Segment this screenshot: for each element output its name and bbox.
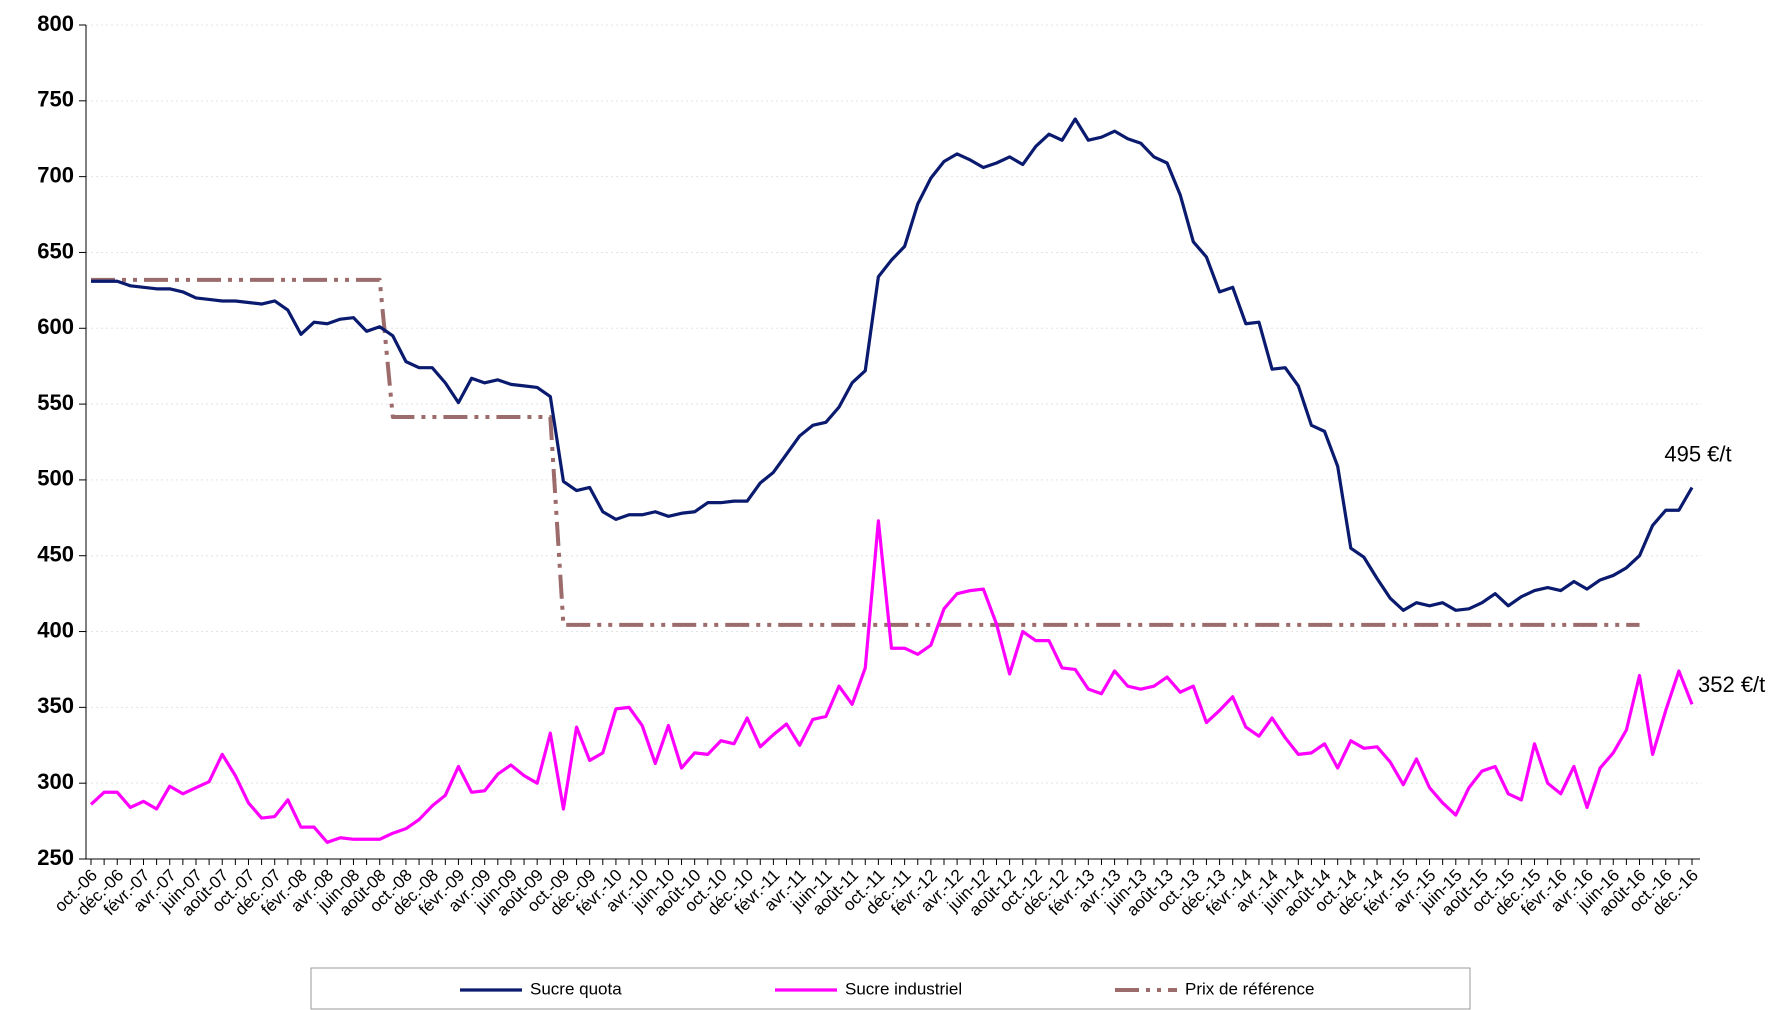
y-tick-label: 400: [37, 617, 74, 642]
annotation: 352 €/t: [1698, 672, 1765, 697]
annotation: 495 €/t: [1664, 441, 1731, 466]
legend-label: Sucre quota: [530, 979, 622, 998]
y-tick-label: 700: [37, 162, 74, 187]
y-tick-label: 800: [37, 11, 74, 36]
series-line: [91, 117, 1694, 612]
y-tick-label: 300: [37, 769, 74, 794]
y-tick-label: 750: [37, 87, 74, 112]
series-line: [89, 519, 1694, 844]
y-tick-label: 350: [37, 693, 74, 718]
y-tick-label: 600: [37, 314, 74, 339]
legend-label: Prix de référence: [1185, 979, 1314, 998]
y-tick-label: 550: [37, 390, 74, 415]
legend-label: Sucre industriel: [845, 979, 962, 998]
y-tick-label: 500: [37, 466, 74, 491]
series-line: [91, 277, 1640, 627]
y-tick-label: 250: [37, 845, 74, 870]
y-tick-label: 450: [37, 542, 74, 567]
y-tick-label: 650: [37, 238, 74, 263]
